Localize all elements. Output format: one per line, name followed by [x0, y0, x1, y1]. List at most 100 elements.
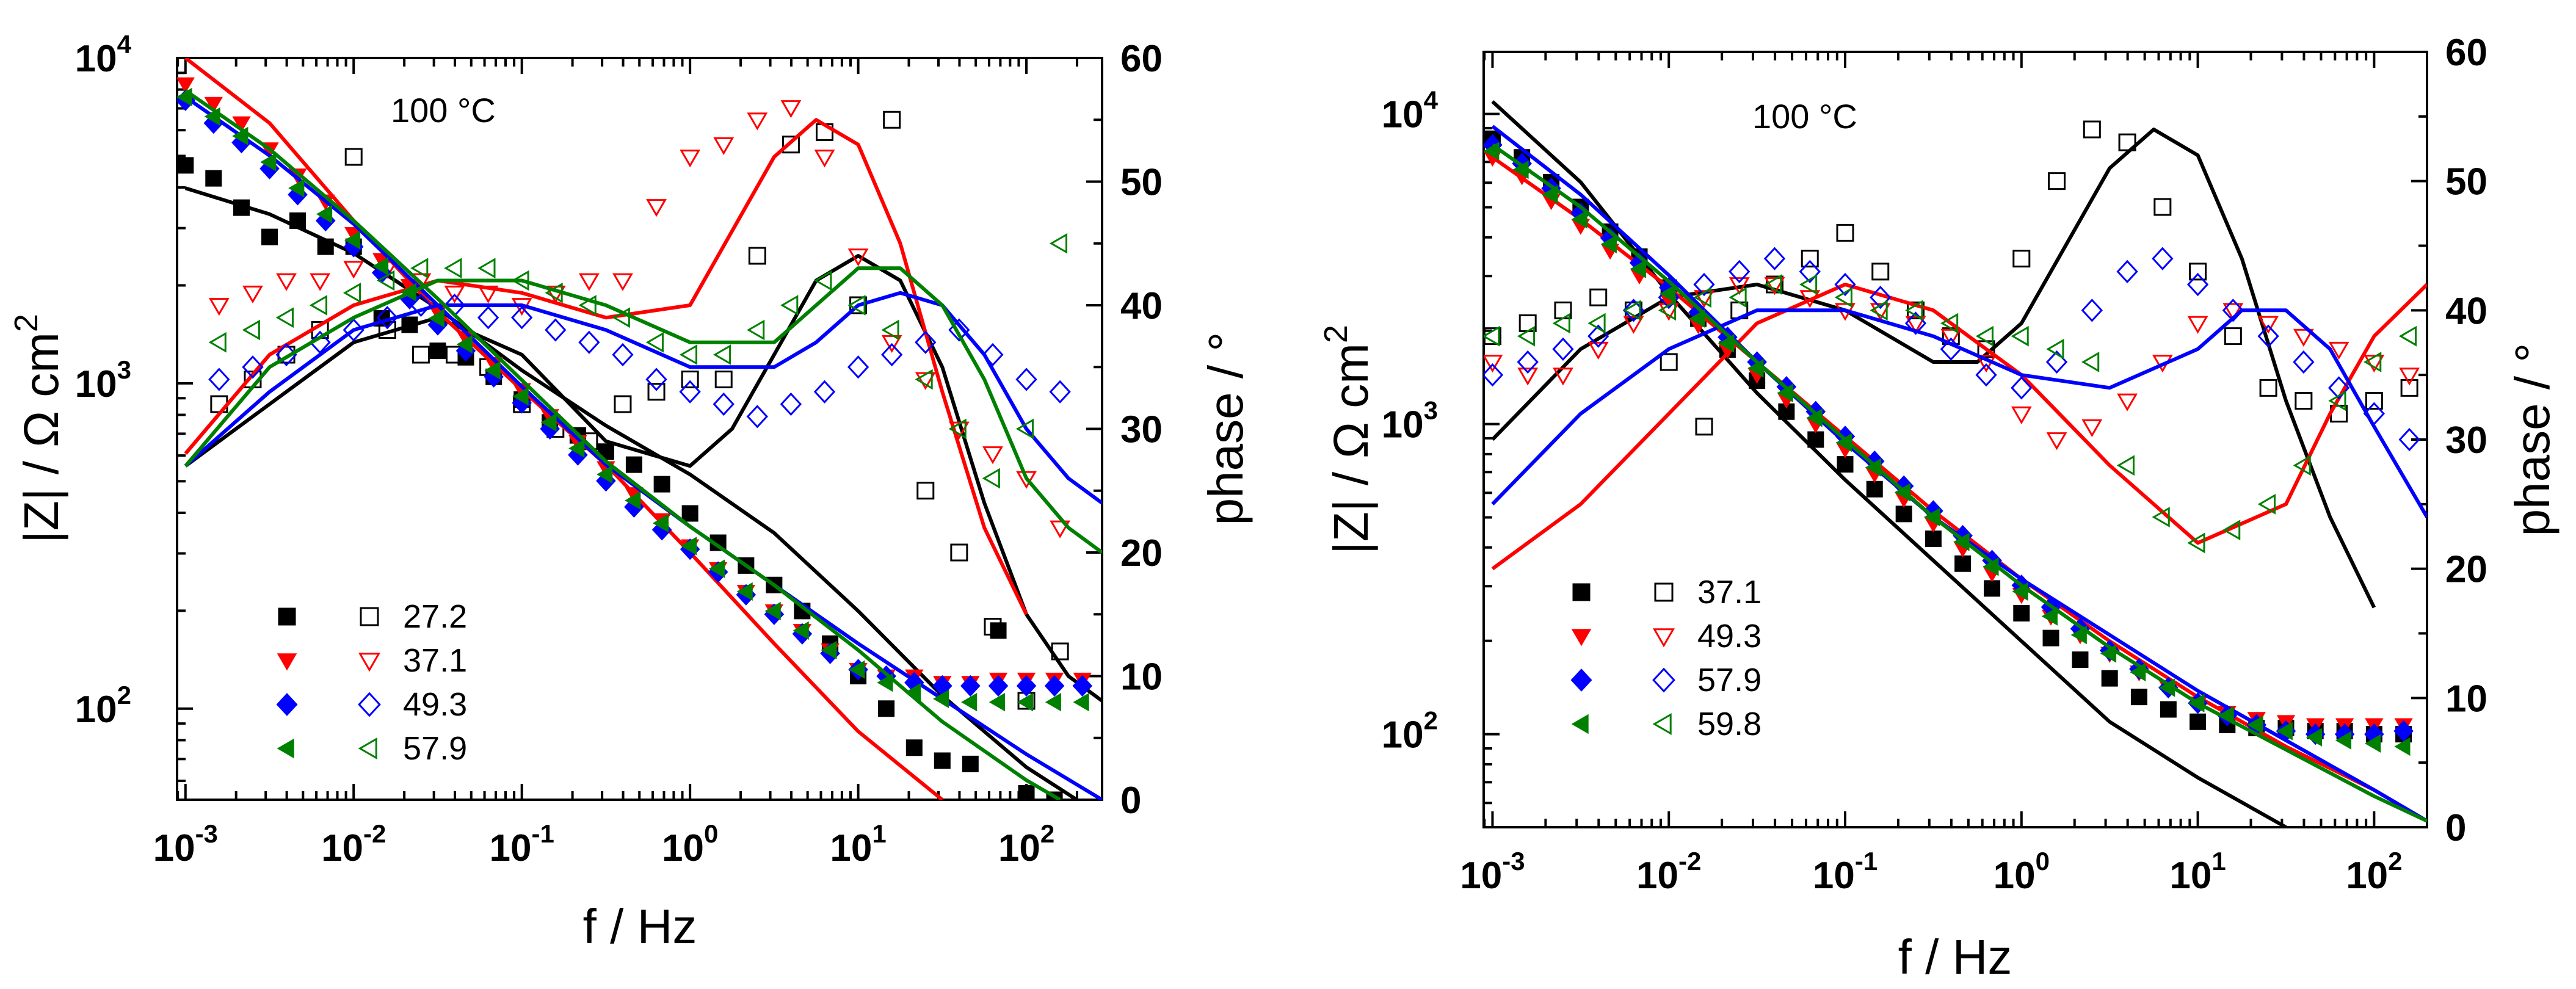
magnitude-point [2130, 689, 2147, 706]
phase-point [714, 371, 733, 388]
legend-marker-magnitude [1571, 629, 1592, 647]
phase-point [2011, 406, 2032, 424]
y-right-tick-label: 10 [2445, 678, 2487, 720]
phase-point [410, 293, 432, 317]
phase-point [2257, 324, 2279, 348]
magnitude-point [1747, 358, 1764, 378]
phase-point [647, 383, 666, 401]
y-right-tick-label: 0 [1120, 780, 1141, 822]
temperature-annotation: 100 °C [1752, 97, 1857, 136]
magnitude-point [261, 228, 278, 245]
magnitude-fit-line [1491, 156, 2427, 823]
magnitude-point [2188, 694, 2205, 712]
phase-point [948, 418, 967, 440]
phase-point [1049, 233, 1068, 254]
magnitude-point [317, 238, 334, 255]
phase-point [2011, 325, 2029, 347]
phase-point [849, 296, 868, 314]
phase-point [309, 295, 328, 316]
y-left-tick-exponent: 4 [1424, 86, 1439, 115]
phase-point [1834, 287, 1852, 308]
x-tick-exponent: 0 [704, 819, 718, 848]
phase-point [1484, 363, 1504, 387]
phase-point [1587, 313, 1606, 334]
phase-point [1975, 325, 1994, 347]
legend-marker-magnitude [1570, 668, 1592, 692]
x-tick-exponent: -1 [1855, 847, 1878, 875]
x-tick-exponent: -2 [363, 819, 386, 848]
magnitude-point [1718, 334, 1735, 353]
phase-point [915, 330, 937, 354]
magnitude-point [484, 361, 501, 380]
phase-point [950, 543, 968, 562]
phase-fit-line [1491, 308, 2427, 518]
magnitude-point [681, 505, 698, 522]
magnitude-point [1895, 505, 1912, 523]
phase-point [1729, 287, 1747, 308]
legend-label: 37.1 [1697, 574, 1761, 610]
magnitude-point [177, 77, 195, 93]
phase-point [645, 368, 667, 391]
phase-point [2117, 393, 2138, 411]
phase-point [310, 273, 331, 291]
phase-point [275, 342, 297, 367]
phase-point [713, 137, 735, 156]
magnitude-point [2100, 644, 2117, 663]
phase-point [511, 270, 529, 291]
phase-point [1940, 337, 1962, 361]
phase-point [1016, 471, 1037, 489]
phase-point [1870, 303, 1891, 321]
y-left-tick-exponent: 2 [117, 681, 131, 709]
magnitude-point [680, 537, 697, 556]
phase-point [1695, 418, 1713, 436]
phase-point [2011, 376, 2033, 400]
phase-point [881, 342, 903, 367]
phase-point [813, 380, 836, 404]
phase-point [276, 273, 297, 291]
phase-point [1694, 290, 1714, 308]
y-right-tick-label: 60 [1120, 38, 1163, 80]
magnitude-point [2130, 662, 2146, 682]
phase-point [780, 392, 802, 416]
phase-point [2187, 316, 2208, 334]
y-left-axis-label: |Z| / Ω cm2 [1318, 325, 1378, 554]
phase-point [412, 346, 430, 364]
magnitude-point [205, 170, 222, 187]
phase-point [982, 446, 1003, 465]
phase-point [1050, 520, 1071, 538]
phase-point [2081, 352, 2100, 372]
phase-point [444, 258, 462, 279]
phase-point [208, 368, 230, 391]
magnitude-point [1689, 309, 1705, 328]
y-left-tick-label: 102 [1382, 706, 1438, 756]
phase-point [679, 380, 701, 404]
phase-point [2118, 133, 2136, 151]
phase-point [1766, 275, 1783, 294]
y-left-tick-label: 103 [1382, 396, 1438, 446]
x-tick-exponent: 2 [1040, 819, 1054, 848]
legend-marker-phase [358, 653, 381, 672]
phase-point [378, 321, 396, 339]
magnitude-point [1924, 507, 1940, 527]
legend-marker-phase [1654, 582, 1674, 602]
y-right-tick-label: 20 [2445, 549, 2487, 591]
phase-point [2330, 405, 2348, 423]
y-left-axis-label-exponent: 2 [8, 314, 45, 332]
phase-point [780, 295, 799, 316]
legend-marker-phase [1652, 712, 1672, 736]
magnitude-point [934, 752, 951, 769]
magnitude-point [288, 178, 305, 198]
magnitude-point [177, 157, 194, 174]
magnitude-point [1953, 532, 1970, 551]
magnitude-point [2335, 731, 2352, 750]
magnitude-point [1894, 483, 1911, 502]
y-right-tick-label: 60 [2445, 32, 2487, 74]
phase-point [680, 150, 701, 168]
magnitude-point [764, 601, 781, 621]
phase-point [982, 468, 1000, 489]
legend-label: 59.8 [1697, 706, 1761, 742]
phase-point [2222, 520, 2241, 541]
phase-point [1623, 316, 1644, 334]
phase-point [444, 285, 465, 304]
x-tick-exponent: 0 [2036, 847, 2050, 875]
